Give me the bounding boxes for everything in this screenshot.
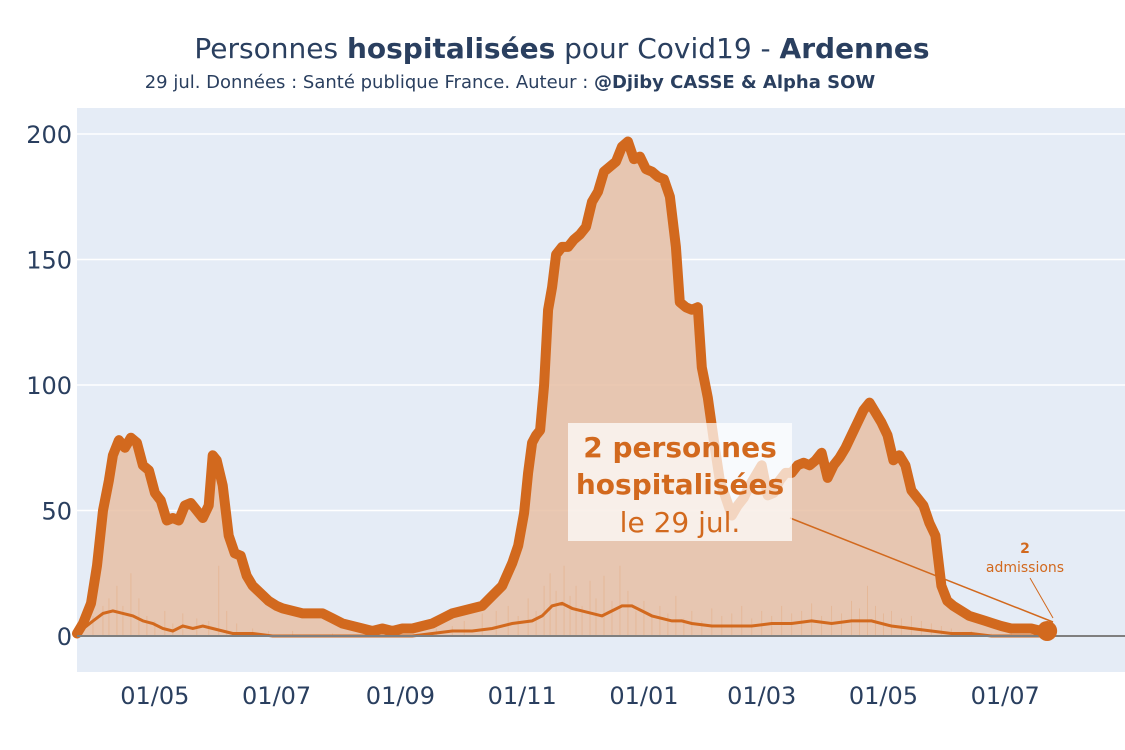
x-axis-ticks: 01/05 01/07 01/09 01/11 01/01 01/03 01/05 01/07 xyxy=(120,682,1040,710)
annotation-line-3: le 29 jul. xyxy=(620,506,741,539)
title-part-1: Personnes xyxy=(194,32,347,65)
y-tick-label: 50 xyxy=(41,498,72,526)
chart-subtitle: 29 jul. Données : Santé publique France.… xyxy=(145,72,876,93)
x-tick-label: 01/01 xyxy=(609,682,678,710)
hospitalisations-area xyxy=(77,141,1048,636)
title-part-4: Ardennes xyxy=(780,32,930,65)
x-tick-label: 01/11 xyxy=(488,682,557,710)
x-tick-label: 01/03 xyxy=(727,682,796,710)
y-axis-ticks: 0 50 100 150 200 xyxy=(26,121,72,651)
y-tick-label: 0 xyxy=(57,623,72,651)
subtitle-part-2: @Djiby CASSE & Alpha SOW xyxy=(594,72,875,93)
subtitle-part-1: 29 jul. Données : Santé publique France.… xyxy=(145,72,594,93)
title-part-3: pour Covid19 - xyxy=(555,32,779,65)
small-annotation-label: admissions xyxy=(986,560,1064,576)
y-tick-label: 100 xyxy=(26,372,72,400)
last-point-marker xyxy=(1037,620,1058,641)
small-annotation-arrow xyxy=(1029,577,1054,619)
title-part-2: hospitalisées xyxy=(347,32,555,65)
x-tick-label: 01/09 xyxy=(366,682,435,710)
x-tick-label: 01/07 xyxy=(971,682,1040,710)
x-tick-label: 01/05 xyxy=(120,682,189,710)
small-annotation-value: 2 xyxy=(1020,541,1030,557)
y-tick-label: 150 xyxy=(26,247,72,275)
x-tick-label: 01/05 xyxy=(849,682,918,710)
annotation-line-1: 2 personnes xyxy=(583,431,777,464)
hospitalisations-line xyxy=(72,136,1053,639)
annotation-line-2: hospitalisées xyxy=(576,468,784,501)
annotation-box xyxy=(568,423,792,541)
annotation-arrow xyxy=(789,517,1054,623)
y-tick-label: 200 xyxy=(26,121,72,149)
chart-title: Personnes hospitalisées pour Covid19 - A… xyxy=(194,32,929,65)
x-tick-label: 01/07 xyxy=(242,682,311,710)
admissions-line xyxy=(76,601,1048,638)
